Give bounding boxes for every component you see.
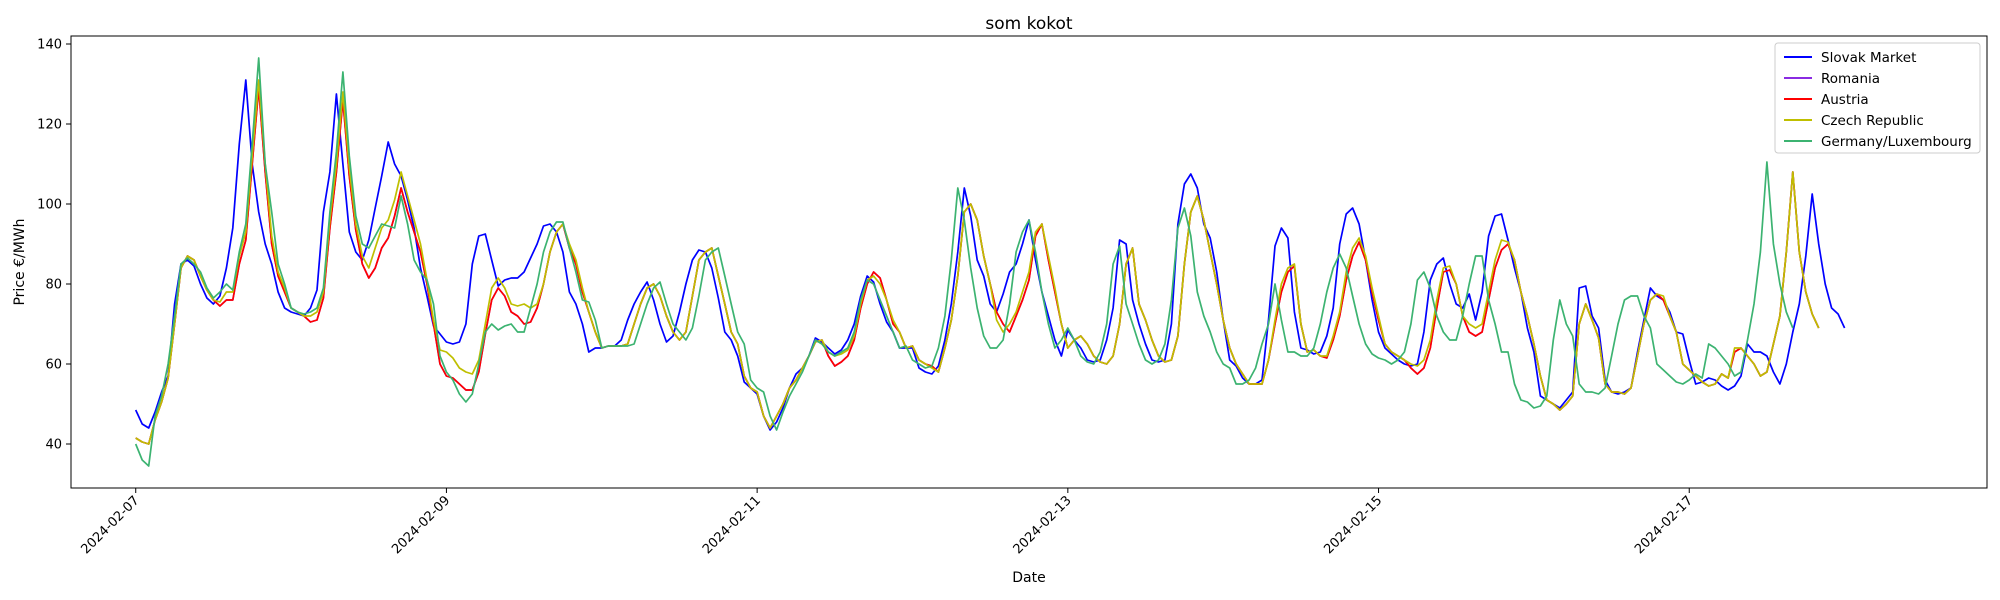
series-line-0 bbox=[134, 79, 1846, 431]
x-tick-label: 2024-02-11 bbox=[700, 493, 764, 557]
x-axis: 2024-02-07 2024-02-09 2024-02-11 2024-02-13… bbox=[79, 488, 1696, 557]
x-tick-label: 2024-02-17 bbox=[1632, 493, 1696, 557]
y-axis: 40 60 80 100 120 140 bbox=[37, 38, 71, 453]
legend-entry: Austria bbox=[1821, 92, 1869, 108]
y-tick-label: 100 bbox=[37, 198, 62, 213]
x-tick-label: 2024-02-07 bbox=[79, 493, 143, 557]
y-tick-label: 120 bbox=[37, 118, 62, 133]
legend-entry: Czech Republic bbox=[1821, 113, 1924, 129]
series-line-3 bbox=[135, 79, 1820, 445]
legend-entry: Slovak Market bbox=[1821, 50, 1916, 66]
y-tick-label: 60 bbox=[45, 358, 62, 373]
legend-entry: Germany/Luxembourg bbox=[1821, 134, 1972, 150]
y-axis-label: Price €/MWh bbox=[12, 218, 28, 305]
x-tick-label: 2024-02-13 bbox=[1011, 493, 1075, 557]
x-tick-label: 2024-02-09 bbox=[389, 493, 453, 557]
plot-frame bbox=[70, 35, 1988, 489]
series-line-4 bbox=[134, 57, 1794, 467]
legend-entry: Romania bbox=[1821, 71, 1880, 87]
y-tick-label: 80 bbox=[45, 278, 62, 293]
y-tick-label: 40 bbox=[45, 438, 62, 453]
legend: Slovak Market Romania Austria Czech Republi… bbox=[1774, 42, 1981, 154]
chart-title: som kokot bbox=[985, 14, 1073, 34]
series-layer bbox=[134, 57, 1846, 467]
x-axis-label: Date bbox=[1012, 570, 1045, 586]
legend-box bbox=[1774, 42, 1981, 154]
y-tick-label: 140 bbox=[37, 38, 62, 53]
x-tick-label: 2024-02-15 bbox=[1321, 493, 1385, 557]
